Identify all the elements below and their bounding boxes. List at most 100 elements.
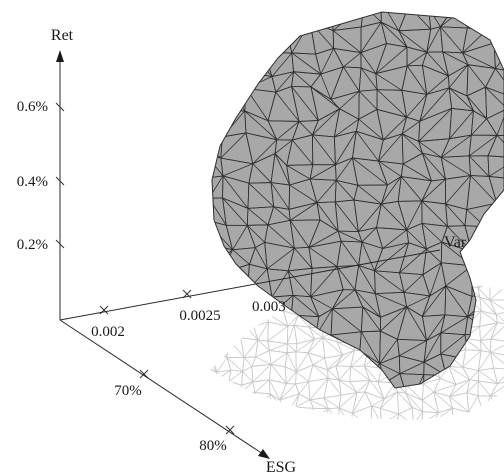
- surface-mesh-cell: [353, 403, 380, 429]
- shadow-mesh-cell: [477, 395, 497, 413]
- surface-mesh-cell: [226, 290, 248, 311]
- shadow-mesh-cell: [281, 406, 301, 420]
- shadow-mesh-cell: [210, 324, 218, 343]
- shadow-mesh-cell: [238, 408, 257, 420]
- surface-mesh-cell: [212, 72, 233, 92]
- ret-tick-label-04: 0.4%: [17, 174, 48, 190]
- shadow-mesh-cell: [214, 379, 230, 398]
- surface-mesh-cell: [254, 396, 274, 425]
- surface-mesh-cell: [212, 88, 234, 111]
- surface-mesh-cell: [198, 404, 230, 419]
- shadow-mesh-cell: [492, 410, 504, 420]
- ret-tick-2: [55, 239, 65, 249]
- shadow-mesh-cell: [286, 343, 298, 354]
- shadow-mesh-cell: [227, 421, 240, 439]
- shadow-mesh-cell: [239, 421, 260, 442]
- shadow-mesh-cell: [397, 421, 413, 441]
- shadow-mesh-cell: [299, 421, 308, 441]
- shadow-mesh-cell: [493, 425, 504, 436]
- surface-mesh-cell: [212, 108, 224, 139]
- shadow-mesh-cell: [240, 337, 259, 358]
- shadow-mesh-cell: [239, 439, 260, 455]
- shadow-mesh-cell: [381, 421, 398, 435]
- surface-mesh-cell: [228, 48, 253, 74]
- shadow-mesh-cell: [252, 321, 269, 342]
- shadow-mesh-cell: [489, 276, 504, 284]
- shadow-mesh-cell: [308, 421, 328, 435]
- shadow-mesh-cell: [323, 394, 342, 410]
- surface-mesh-cell: [397, 403, 424, 426]
- ret-tick-label-06: 0.6%: [17, 99, 48, 115]
- surface-mesh-cell: [286, 354, 319, 379]
- shadow-mesh-cell: [226, 395, 240, 410]
- shadow-mesh-cell: [215, 369, 232, 382]
- shadow-mesh-cell: [337, 441, 357, 456]
- shadow-mesh-cell: [490, 395, 504, 413]
- esg-axis-arrow: [258, 449, 270, 459]
- esg-tick-0b: [139, 369, 149, 379]
- var-tick-1b: [182, 289, 192, 299]
- surface-mesh-cell: [489, 398, 504, 423]
- shadow-mesh-cell: [226, 405, 241, 420]
- shadow-mesh-cell: [210, 350, 218, 373]
- shadow-mesh-cell: [351, 391, 373, 415]
- shadow-mesh-cell: [477, 350, 495, 372]
- surface-mesh-cell: [485, 245, 504, 276]
- esg-tick-label-80: 80%: [199, 438, 227, 454]
- surface-mesh-cell: [471, 262, 497, 297]
- shadow-mesh-cell: [241, 280, 253, 297]
- shadow-mesh-cell: [268, 363, 287, 385]
- shadow-mesh-cell: [462, 411, 484, 420]
- shadow-mesh-cell: [226, 380, 243, 398]
- shadow-mesh-cell: [349, 405, 373, 420]
- shadow-mesh-cell: [210, 335, 218, 354]
- shadow-mesh-cell: [269, 393, 289, 414]
- surface-mesh-cell: [212, 48, 230, 78]
- surface-mesh-cell: [493, 42, 504, 73]
- surface-mesh-cell: [248, 12, 269, 24]
- shadow-mesh-cell: [368, 424, 384, 438]
- shadow-mesh-cell: [476, 437, 496, 451]
- shadow-mesh-cell: [495, 435, 504, 453]
- shadow-mesh-cell: [338, 407, 353, 420]
- var-axis-label: Var: [444, 234, 467, 251]
- shadow-mesh-cell: [489, 282, 504, 301]
- surface-mesh-cell: [248, 20, 267, 54]
- shadow-mesh-cell: [299, 436, 311, 449]
- shadow-mesh-cell: [295, 406, 315, 420]
- shadow-mesh-cell: [436, 436, 454, 456]
- shadow-mesh-cell: [214, 396, 231, 412]
- surface-mesh-cell: [220, 308, 256, 342]
- shadow-mesh-cell: [323, 377, 342, 399]
- var-tick-label-0002: 0.002: [91, 324, 125, 340]
- ret-tick-label-02: 0.2%: [17, 237, 48, 253]
- shadow-mesh-cell: [368, 435, 385, 455]
- surface-mesh-cell: [289, 398, 319, 427]
- shadow-mesh-cell: [489, 380, 504, 397]
- surface-mesh-cell: [465, 12, 488, 31]
- surface-mesh-cell: [224, 12, 250, 28]
- shadow-mesh-cell: [383, 435, 398, 455]
- surface-mesh-cell: [251, 52, 273, 78]
- shadow-mesh-cell: [252, 379, 271, 395]
- var-tick-label-0003: 0.003: [252, 299, 286, 315]
- shadow-mesh-cell: [268, 421, 286, 436]
- surface-mesh-cell: [228, 20, 253, 54]
- surface-mesh-cell: [399, 373, 425, 388]
- shadow-mesh-cell: [452, 407, 470, 420]
- shadow-mesh-cell: [224, 295, 247, 316]
- shadow-mesh-cell: [224, 276, 243, 283]
- surface-mesh-cell: [212, 373, 234, 388]
- shadow-mesh-cell: [493, 367, 504, 385]
- shadow-mesh-cell: [463, 426, 481, 441]
- shadow-mesh-cell: [226, 434, 241, 456]
- shadow-mesh-cell: [251, 363, 272, 383]
- surface-mesh-cell: [212, 334, 228, 363]
- shadow-mesh-cell: [284, 366, 297, 385]
- surface-mesh-cell: [484, 68, 504, 100]
- shadow-mesh-cell: [489, 299, 504, 315]
- shadow-mesh-cell: [449, 425, 466, 441]
- shadow-mesh-cell: [210, 276, 229, 286]
